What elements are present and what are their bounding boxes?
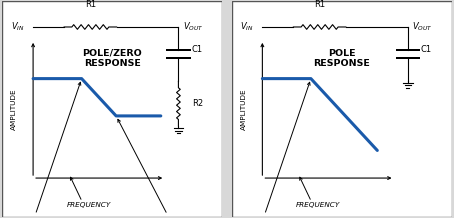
Text: POLE/ZERO
RESPONSE: POLE/ZERO RESPONSE [83, 49, 142, 68]
Text: POLE
RESPONSE: POLE RESPONSE [313, 49, 370, 68]
Text: $V_{OUT}$: $V_{OUT}$ [183, 21, 203, 33]
FancyBboxPatch shape [2, 1, 222, 217]
Text: FREQUENCY: FREQUENCY [67, 202, 111, 208]
Text: $V_{OUT}$: $V_{OUT}$ [412, 21, 433, 33]
Text: C1: C1 [421, 45, 432, 54]
Text: C1: C1 [192, 45, 203, 54]
Text: $V_{IN}$: $V_{IN}$ [11, 21, 25, 33]
Text: FREQUENCY: FREQUENCY [296, 202, 340, 208]
Text: R1: R1 [314, 0, 325, 9]
FancyBboxPatch shape [232, 1, 452, 217]
Text: R1: R1 [85, 0, 96, 9]
Text: $V_{IN}$: $V_{IN}$ [240, 21, 254, 33]
Text: R2: R2 [192, 99, 203, 108]
Text: AMPLITUDE: AMPLITUDE [241, 88, 247, 130]
Text: AMPLITUDE: AMPLITUDE [11, 88, 17, 130]
